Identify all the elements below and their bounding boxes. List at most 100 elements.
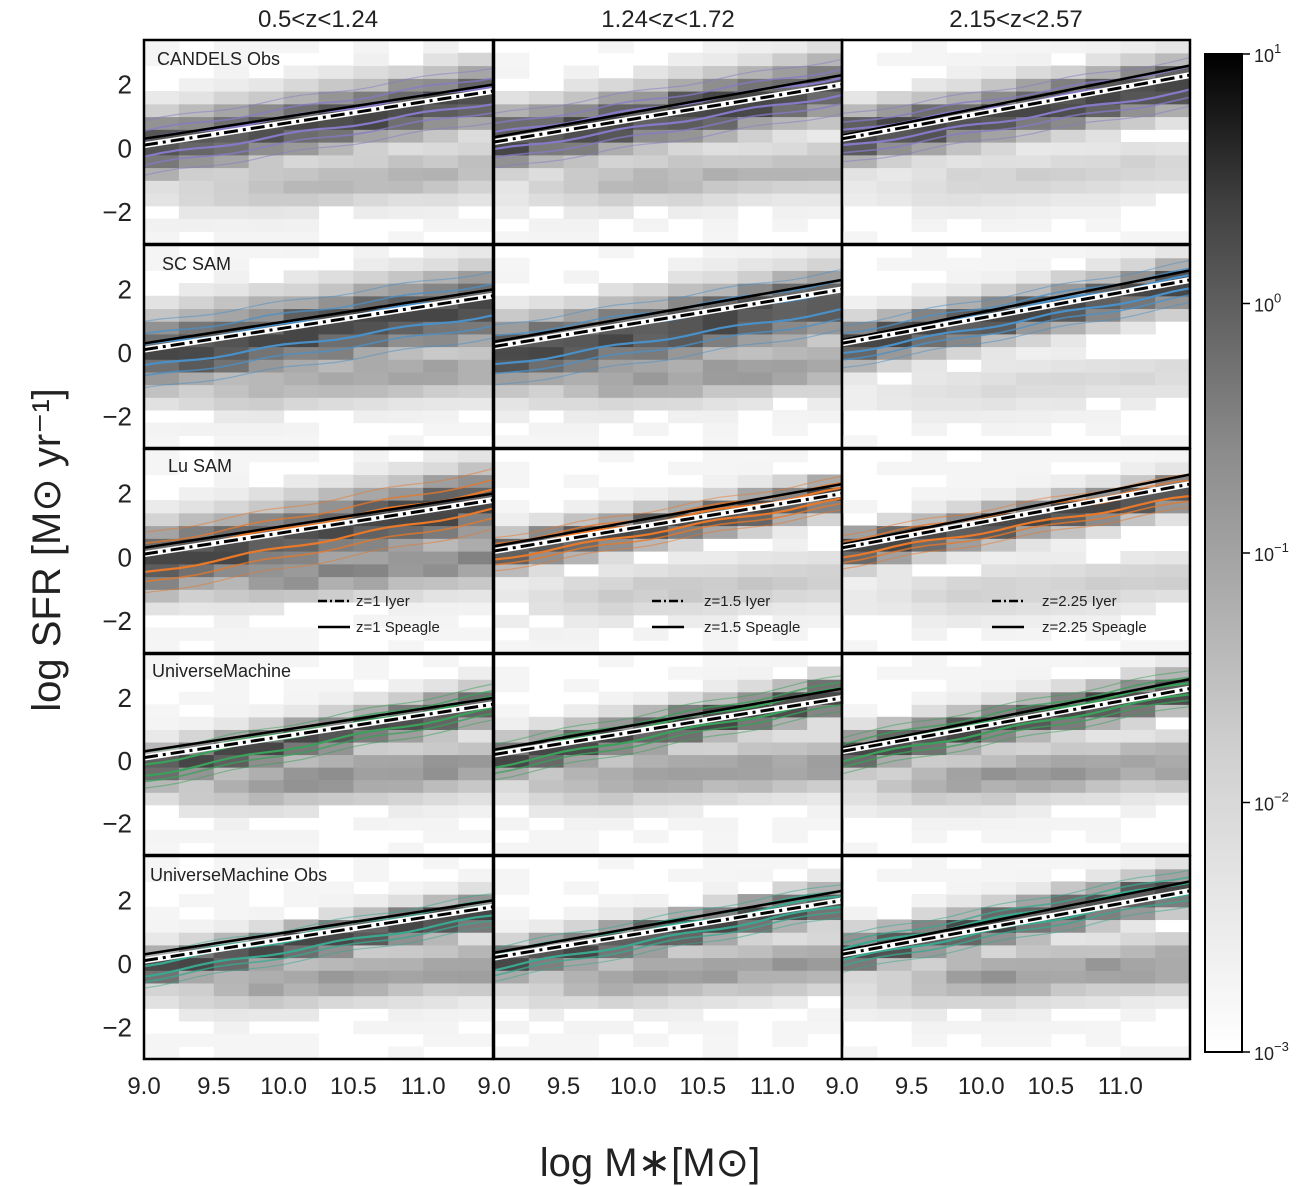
density-cell — [1155, 906, 1190, 921]
density-cell — [1016, 167, 1052, 181]
density-cell — [633, 422, 669, 436]
density-cell — [494, 91, 530, 105]
density-cell — [248, 982, 285, 997]
density-cell — [458, 321, 493, 335]
contour-line — [144, 528, 493, 594]
density-cell — [1120, 729, 1156, 743]
contour-line — [842, 869, 1190, 937]
density-cell — [494, 640, 530, 653]
density-cell — [668, 741, 704, 756]
density-cell — [563, 767, 599, 781]
density-cell — [737, 754, 773, 768]
density-cell — [1050, 995, 1087, 1009]
density-cell — [1155, 842, 1190, 855]
density-cell — [876, 180, 913, 194]
density-cell — [807, 767, 842, 781]
density-cell — [144, 666, 180, 680]
density-cell — [702, 842, 739, 855]
density-cell — [494, 52, 530, 67]
density-cell — [248, 295, 285, 310]
density-cell — [388, 754, 424, 768]
density-cell — [981, 995, 1017, 1009]
density-cell — [702, 154, 739, 169]
density-cell — [1050, 321, 1087, 335]
speagle-line — [494, 278, 842, 343]
density-cell — [702, 640, 739, 653]
density-cell — [423, 333, 459, 348]
contour-line — [144, 77, 493, 132]
contour-line — [494, 675, 842, 745]
density-cell — [1120, 435, 1156, 448]
density-cell — [946, 804, 982, 818]
density-cell — [388, 461, 424, 476]
density-cell — [563, 589, 599, 603]
density-cell — [911, 78, 947, 92]
density-cell — [528, 295, 565, 310]
density-cell — [633, 295, 669, 310]
density-cell — [807, 295, 842, 310]
density-cell — [981, 779, 1017, 793]
density-cell — [702, 881, 739, 895]
density-cell — [144, 589, 180, 603]
density-cell — [1085, 881, 1121, 895]
density-cell — [911, 779, 947, 793]
density-cell — [702, 779, 739, 793]
density-cell — [458, 461, 493, 476]
density-cell — [981, 270, 1017, 284]
density-cell — [283, 691, 320, 705]
density-cell — [494, 1020, 530, 1035]
density-cell — [702, 409, 739, 424]
density-cell — [283, 333, 320, 348]
density-cell — [494, 500, 530, 514]
density-cell — [702, 359, 739, 373]
speagle-line — [494, 889, 842, 954]
density-cell — [911, 371, 947, 386]
density-cell — [911, 245, 947, 259]
density-cell — [668, 614, 704, 629]
density-cell — [668, 792, 704, 806]
density-cell — [178, 283, 215, 297]
density-cell — [737, 40, 773, 54]
density-cell — [1016, 654, 1052, 668]
density-cell — [702, 614, 739, 629]
density-cell — [842, 957, 878, 971]
density-cell — [353, 40, 389, 54]
density-cell — [563, 551, 599, 565]
density-cell — [1016, 40, 1052, 54]
density-cell — [458, 218, 493, 232]
density-cell — [1155, 512, 1190, 527]
density-cell — [178, 167, 215, 181]
density-cell — [248, 754, 285, 768]
density-cell — [213, 868, 250, 882]
contour-line — [144, 507, 493, 574]
density-cell — [563, 995, 599, 1009]
density-cell — [318, 982, 354, 997]
density-cell — [1050, 384, 1087, 398]
density-cell — [807, 103, 842, 118]
density-cell — [981, 40, 1017, 54]
density-cell — [737, 474, 773, 488]
density-cell — [248, 422, 285, 436]
density-cell — [423, 65, 459, 79]
density-cell — [423, 397, 459, 411]
density-cell — [1085, 525, 1121, 539]
colorbar-tick-label: 101 — [1254, 41, 1281, 66]
density-cell — [911, 359, 947, 373]
density-cell — [807, 512, 842, 527]
density-cell — [283, 792, 320, 806]
density-cell — [737, 154, 773, 169]
density-cell — [1155, 1046, 1190, 1059]
density-cell — [318, 576, 354, 590]
density-cell — [981, 982, 1017, 997]
density-cell — [911, 180, 947, 194]
density-cell — [423, 563, 459, 578]
density-cell — [842, 906, 878, 921]
density-cell — [876, 576, 913, 590]
density-cell — [946, 461, 982, 476]
density-heatmap — [144, 449, 493, 653]
density-cell — [1016, 245, 1052, 259]
density-cell — [911, 856, 947, 870]
density-cell — [213, 602, 250, 616]
density-cell — [668, 1020, 704, 1035]
